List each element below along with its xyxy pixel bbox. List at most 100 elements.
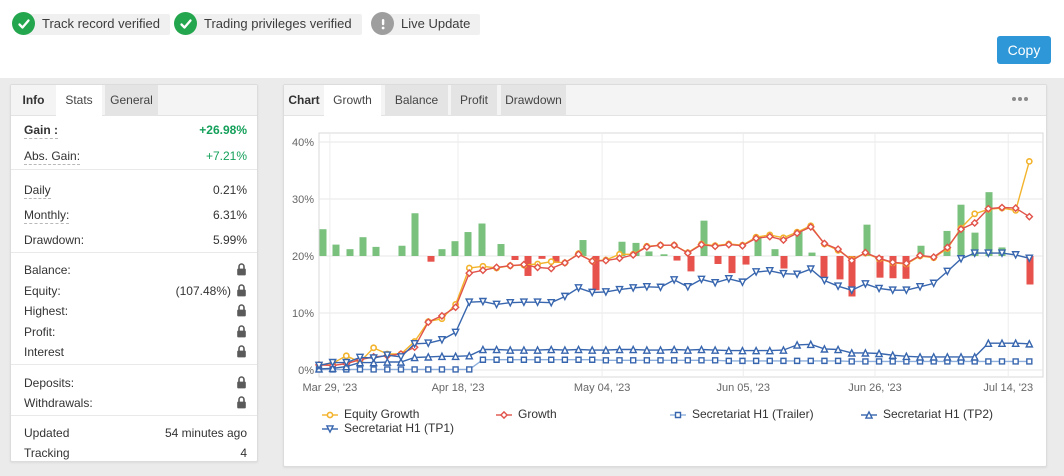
stats-label: Profit: bbox=[24, 325, 56, 339]
loss-bar bbox=[836, 256, 844, 280]
stats-label: Withdrawals: bbox=[24, 396, 93, 410]
lock-icon bbox=[236, 345, 247, 361]
profit-bar bbox=[754, 237, 762, 256]
legend-label: Secretariat H1 (Trailer) bbox=[692, 407, 814, 421]
stats-value bbox=[231, 304, 247, 320]
profit-bar bbox=[464, 232, 472, 256]
loss-bar bbox=[427, 256, 435, 262]
stats-value bbox=[231, 325, 247, 341]
loss-bar bbox=[780, 256, 788, 269]
loss-bar bbox=[714, 256, 722, 264]
legend-item-secretariat-h1-trailer-[interactable]: Secretariat H1 (Trailer) bbox=[670, 407, 814, 421]
check-circle-icon bbox=[12, 12, 35, 35]
legend-label: Growth bbox=[518, 407, 557, 421]
chart-tabstrip: Chart Growth Balance Profit Drawdown bbox=[284, 85, 1046, 117]
profit-bar bbox=[771, 249, 779, 256]
legend-item-growth[interactable]: Growth bbox=[496, 407, 557, 421]
legend-item-equity-growth[interactable]: Equity Growth bbox=[322, 407, 419, 421]
profit-bar bbox=[645, 251, 653, 256]
stats-row: Interest bbox=[24, 345, 249, 363]
stats-value: +7.21% bbox=[205, 149, 247, 163]
profit-bar bbox=[332, 244, 340, 256]
lock-icon bbox=[236, 325, 247, 341]
y-axis-label: 30% bbox=[292, 194, 314, 206]
stats-value: (107.48%) bbox=[176, 284, 247, 300]
loss-bar bbox=[728, 256, 736, 274]
tab-general[interactable]: General bbox=[105, 85, 158, 116]
tab-profit[interactable]: Profit bbox=[451, 85, 497, 116]
stats-row: Monthly: 6.31% bbox=[24, 208, 249, 226]
stats-label: Updated bbox=[24, 426, 70, 440]
stats-row: Equity: (107.48%) bbox=[24, 284, 249, 302]
profit-bar bbox=[917, 245, 925, 256]
stats-label: Tracking bbox=[24, 446, 70, 460]
divider bbox=[11, 415, 257, 416]
loss-bar bbox=[889, 256, 897, 279]
tab-info[interactable]: Info bbox=[22, 93, 45, 107]
badge-label: Track record verified bbox=[42, 16, 160, 31]
lock-icon bbox=[236, 396, 247, 412]
tab-chart[interactable]: Chart bbox=[288, 93, 320, 107]
profit-bar bbox=[438, 249, 446, 256]
profit-bar bbox=[808, 252, 816, 256]
tab-stats[interactable]: Stats bbox=[56, 85, 102, 117]
loss-bar bbox=[673, 256, 681, 261]
stats-label[interactable]: Monthly: bbox=[24, 208, 70, 224]
profit-bar bbox=[632, 242, 640, 256]
stats-row: Abs. Gain: +7.21% bbox=[24, 149, 249, 167]
y-axis-label: 0% bbox=[298, 365, 314, 377]
lock-icon bbox=[236, 263, 247, 279]
loss-bar bbox=[592, 256, 600, 291]
loss-bar bbox=[538, 256, 546, 259]
stats-label: Deposits: bbox=[24, 376, 75, 390]
badge-background bbox=[22, 14, 170, 35]
status-badge: Trading privileges verified bbox=[174, 12, 362, 36]
status-badge: Live Update bbox=[371, 12, 481, 36]
stats-row: Balance: bbox=[24, 263, 249, 281]
profit-bar bbox=[863, 224, 871, 256]
tab-drawdown[interactable]: Drawdown bbox=[501, 85, 566, 116]
legend-label: Secretariat H1 (TP2) bbox=[883, 407, 994, 421]
stats-label[interactable]: Gain : bbox=[24, 123, 59, 139]
profit-bar bbox=[359, 237, 367, 256]
lock-icon bbox=[236, 284, 247, 300]
x-axis-label: Jun 05, '23 bbox=[717, 382, 770, 394]
stats-value: 54 minutes ago bbox=[164, 426, 247, 440]
profit-bar bbox=[478, 223, 486, 256]
stats-label: Equity: bbox=[24, 284, 61, 298]
stats-label: Highest: bbox=[24, 304, 69, 318]
loss-bar bbox=[848, 256, 856, 297]
x-axis-label: Apr 18, '23 bbox=[432, 382, 485, 394]
more-options-icon[interactable] bbox=[1012, 97, 1034, 105]
profit-bar bbox=[372, 246, 380, 256]
profit-bar bbox=[985, 192, 993, 256]
stats-row: Withdrawals: bbox=[24, 396, 249, 414]
stats-row: Profit: bbox=[24, 325, 249, 343]
legend-item-secretariat-h1-tp1-[interactable]: Secretariat H1 (TP1) bbox=[322, 421, 454, 435]
status-badge: Track record verified bbox=[12, 12, 170, 36]
profit-bar bbox=[660, 254, 668, 256]
stats-label[interactable]: Abs. Gain: bbox=[24, 149, 81, 165]
divider bbox=[11, 364, 257, 365]
loss-bar bbox=[820, 256, 828, 278]
loss-bar bbox=[742, 256, 750, 265]
profit-bar bbox=[346, 249, 354, 256]
stats-tabstrip: Info Stats General bbox=[11, 85, 257, 117]
stats-label[interactable]: Daily bbox=[24, 183, 51, 199]
legend-item-secretariat-h1-tp2-[interactable]: Secretariat H1 (TP2) bbox=[861, 407, 993, 421]
copy-button[interactable]: Copy bbox=[997, 36, 1051, 64]
stats-row: Gain : +26.98% bbox=[24, 123, 249, 141]
stats-panel: Info Stats General Gain : +26.98% Abs. Gain:… bbox=[10, 84, 258, 462]
profit-bar bbox=[319, 229, 327, 256]
tab-balance[interactable]: Balance bbox=[385, 85, 448, 116]
stats-row: Tracking 4 bbox=[24, 446, 249, 464]
divider bbox=[11, 252, 257, 253]
stats-value: 6.31% bbox=[212, 208, 247, 222]
tab-growth[interactable]: Growth bbox=[324, 85, 381, 117]
profit-bar bbox=[411, 213, 419, 256]
stats-row: Highest: bbox=[24, 304, 249, 322]
profit-bar bbox=[618, 241, 626, 256]
loss-bar bbox=[552, 256, 560, 263]
stats-label: Interest bbox=[24, 345, 65, 359]
